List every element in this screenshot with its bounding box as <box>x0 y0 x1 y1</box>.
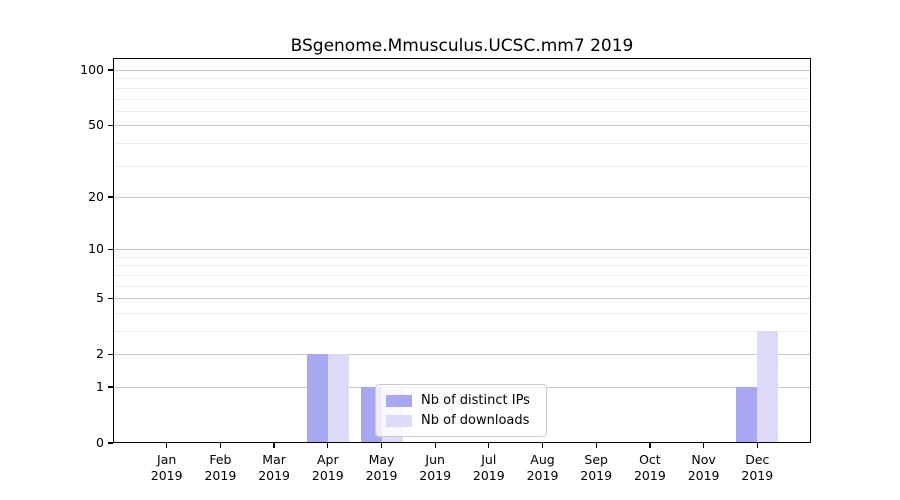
x-tick-label: Oct 2019 <box>618 452 682 484</box>
legend-item-distinct-ips: Nb of distinct IPs <box>386 393 538 408</box>
x-tick-year: 2019 <box>258 468 290 483</box>
x-tick-month: Jan <box>157 452 177 467</box>
x-tick-month: May <box>368 452 395 467</box>
x-tick-year: 2019 <box>580 468 613 483</box>
x-tick-month: Dec <box>745 452 770 467</box>
legend-item-downloads: Nb of downloads <box>386 413 538 428</box>
x-tick-label: Dec 2019 <box>725 452 789 484</box>
x-tick-year: 2019 <box>204 468 237 483</box>
x-tick-year: 2019 <box>311 468 344 483</box>
legend: Nb of distinct IPs Nb of downloads <box>375 384 547 437</box>
gridline-minor <box>114 78 810 80</box>
y-tick-label: 100 <box>80 62 104 77</box>
gridline-minor <box>114 285 810 287</box>
x-tick <box>380 443 383 448</box>
x-tick-month: Mar <box>262 452 286 467</box>
bar-distinct-ips <box>736 387 758 443</box>
legend-label-downloads: Nb of downloads <box>421 413 530 428</box>
x-tick <box>166 443 168 448</box>
x-tick-label: Jul 2019 <box>457 452 521 484</box>
legend-swatch-downloads <box>386 414 412 427</box>
bar-distinct-ips <box>306 354 328 443</box>
x-tick-month: Jul <box>481 452 497 467</box>
x-tick-label: Nov 2019 <box>672 452 736 484</box>
y-tick <box>108 124 113 126</box>
x-tick-month: Oct <box>639 452 661 467</box>
x-tick <box>434 443 436 448</box>
gridline-minor <box>114 274 810 276</box>
x-tick <box>756 443 758 448</box>
y-tick <box>108 442 113 444</box>
x-tick-year: 2019 <box>633 468 666 483</box>
bar-downloads <box>327 354 349 443</box>
x-tick-month: Sep <box>584 452 608 467</box>
y-tick-label: 50 <box>88 117 104 133</box>
x-tick <box>595 443 597 448</box>
y-tick <box>108 196 113 198</box>
x-tick-label: Apr 2019 <box>296 452 360 484</box>
gridline-minor <box>114 165 810 167</box>
x-tick <box>541 443 544 448</box>
gridline-major <box>114 70 810 71</box>
gridline-major <box>114 298 810 300</box>
x-tick-label: Jan 2019 <box>135 452 199 484</box>
x-tick-year: 2019 <box>365 468 398 483</box>
legend-label-distinct-ips: Nb of distinct IPs <box>421 393 530 408</box>
x-tick <box>703 443 705 448</box>
x-tick-year: 2019 <box>150 468 183 483</box>
y-tick-label: 2 <box>96 346 104 362</box>
gridline-major <box>114 249 810 251</box>
gridline-major <box>114 196 810 198</box>
x-tick <box>488 443 490 448</box>
y-tick <box>108 386 113 388</box>
x-tick-month: Aug <box>530 452 555 467</box>
x-tick-label: May 2019 <box>350 452 414 484</box>
y-tick-label: 1 <box>96 379 104 394</box>
gridline-minor <box>114 331 810 332</box>
y-tick <box>108 69 113 71</box>
gridline-minor <box>114 142 810 144</box>
gridline-minor <box>114 110 810 112</box>
y-tick-label: 10 <box>88 241 104 257</box>
bar-downloads <box>757 331 779 443</box>
x-tick-label: Sep 2019 <box>564 452 628 484</box>
x-tick-label: Aug 2019 <box>511 452 575 484</box>
x-tick-label: Jun 2019 <box>403 452 467 484</box>
x-tick <box>649 443 651 448</box>
x-tick-year: 2019 <box>419 468 452 483</box>
y-tick-label: 0 <box>96 435 104 450</box>
gridline-minor <box>114 265 810 267</box>
gridline-major <box>114 354 810 356</box>
x-tick <box>327 443 329 448</box>
y-tick <box>108 297 113 299</box>
x-tick-year: 2019 <box>472 468 505 483</box>
x-tick <box>273 443 275 448</box>
y-tick <box>108 353 113 355</box>
gridline-minor <box>114 87 810 89</box>
y-tick-label: 20 <box>88 188 104 204</box>
x-tick-label: Feb 2019 <box>188 452 252 484</box>
y-tick-label: 5 <box>96 290 104 306</box>
chart-title: BSgenome.Mmusculus.UCSC.mm7 2019 <box>290 36 634 56</box>
gridline-minor <box>114 98 810 100</box>
gridline-minor <box>114 312 810 314</box>
gridline-minor <box>114 256 810 258</box>
x-tick-month: Feb <box>209 452 232 467</box>
x-tick <box>219 443 221 448</box>
x-tick-year: 2019 <box>687 468 720 483</box>
x-tick-year: 2019 <box>741 468 774 483</box>
x-tick-label: Mar 2019 <box>242 452 306 484</box>
x-tick-month: Jun <box>425 452 445 467</box>
legend-swatch-distinct-ips <box>386 394 412 407</box>
x-tick-year: 2019 <box>526 468 559 483</box>
gridline-major <box>114 125 810 127</box>
x-tick-month: Nov <box>691 452 716 467</box>
y-tick <box>108 248 113 250</box>
x-tick-month: Apr <box>316 452 339 467</box>
